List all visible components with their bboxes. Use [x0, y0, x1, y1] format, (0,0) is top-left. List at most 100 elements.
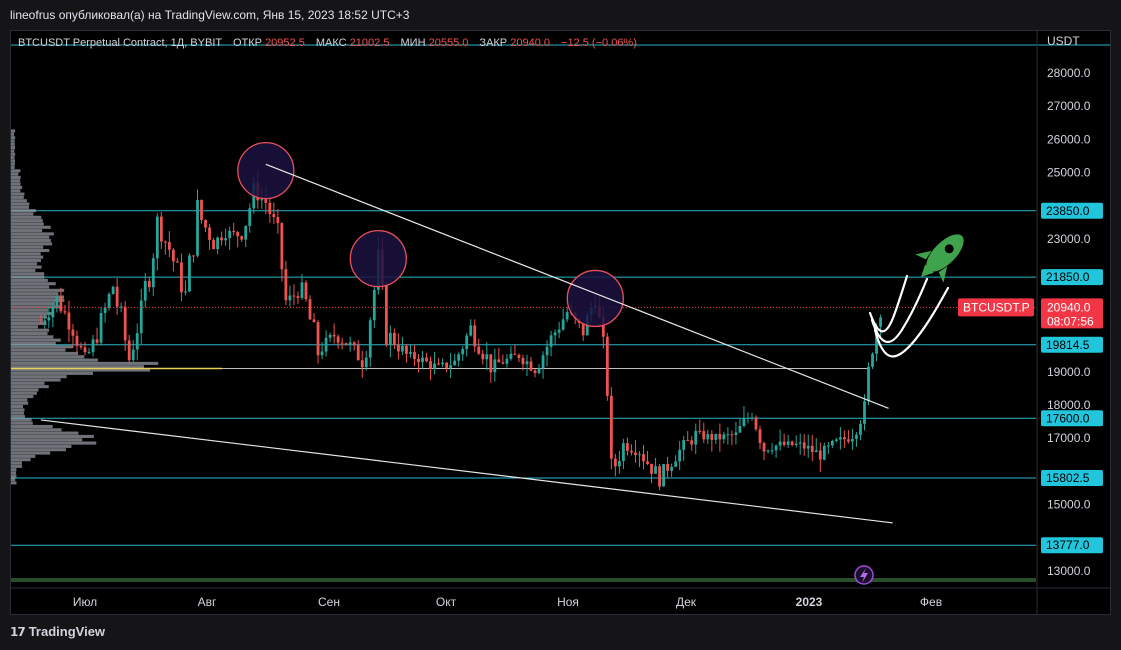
- profile-bin: [11, 212, 34, 216]
- profile-bin: [11, 375, 67, 379]
- candle-body: [634, 452, 637, 456]
- candle-body: [718, 433, 722, 440]
- candle-body: [790, 441, 794, 445]
- candle-body: [421, 357, 424, 363]
- lightning-icon[interactable]: [854, 565, 874, 585]
- profile-bin: [11, 288, 65, 292]
- candle-body: [159, 216, 163, 242]
- candle-body: [738, 426, 742, 433]
- profile-bin: [11, 331, 48, 336]
- candle-body: [553, 332, 557, 336]
- candle-body: [601, 317, 605, 337]
- candle-body: [425, 357, 428, 362]
- profile-bin: [11, 295, 64, 299]
- candle-body: [397, 344, 400, 352]
- profile-bin: [11, 341, 56, 346]
- trendline-0[interactable]: [265, 163, 889, 409]
- profile-bin: [11, 232, 54, 236]
- profile-bin: [11, 179, 21, 183]
- candle-body: [855, 434, 858, 439]
- candle-body: [537, 368, 541, 374]
- candle-body: [714, 433, 718, 440]
- candle-body: [810, 445, 814, 453]
- profile-bin: [11, 444, 72, 448]
- candle-body: [670, 466, 674, 471]
- candle-body: [248, 208, 252, 226]
- profile-bin: [11, 209, 36, 213]
- candle-body: [630, 450, 633, 453]
- candle-body: [750, 417, 754, 419]
- candle-body: [461, 349, 465, 355]
- last-price-badge: [1041, 298, 1103, 329]
- profile-bin: [11, 424, 53, 429]
- profile-bin: [11, 411, 24, 415]
- profile-bin: [11, 418, 32, 422]
- candle-body: [91, 339, 95, 353]
- candle-body: [798, 442, 802, 444]
- profile-bin: [11, 268, 36, 272]
- profile-bin: [11, 318, 44, 322]
- candle-body: [220, 237, 224, 241]
- profile-bin: [11, 361, 159, 365]
- candle-body: [549, 335, 553, 347]
- candle-body: [609, 395, 613, 459]
- profile-bin: [11, 405, 24, 409]
- candle-body: [83, 347, 87, 353]
- candle-body: [581, 323, 585, 336]
- candle-body: [43, 320, 47, 323]
- candle-body: [658, 466, 661, 487]
- candle-body: [384, 284, 388, 346]
- candle-body: [135, 333, 139, 350]
- profile-bin: [11, 308, 48, 312]
- profile-bin: [11, 385, 49, 389]
- price-tick-label: 27000.0: [1047, 99, 1091, 113]
- candle-body: [875, 326, 878, 354]
- candle-body: [758, 429, 762, 443]
- candle-body: [163, 241, 167, 243]
- candle-body: [654, 466, 657, 474]
- profile-bin: [11, 265, 42, 269]
- candle-body: [762, 442, 766, 452]
- candle-body: [702, 431, 706, 440]
- candle-body: [171, 249, 175, 262]
- profile-bin: [11, 215, 42, 219]
- level-badge-label: 19814.5: [1046, 338, 1090, 352]
- candle-body: [642, 454, 645, 462]
- candle-body: [429, 361, 432, 369]
- profile-bin: [11, 132, 15, 136]
- candle-body: [726, 434, 730, 436]
- candle-body: [605, 336, 609, 396]
- candle-body: [646, 461, 649, 464]
- profile-bin: [11, 152, 16, 156]
- swoosh-drawing: [868, 274, 950, 358]
- time-tick-label: Сен: [318, 595, 340, 609]
- candle-body: [119, 306, 123, 308]
- candle-body: [525, 361, 529, 365]
- profile-bin: [11, 165, 15, 170]
- candle-body: [212, 239, 215, 250]
- profile-bin: [11, 239, 51, 243]
- trendline-1[interactable]: [40, 419, 893, 524]
- profile-bin: [11, 149, 15, 153]
- last-price-label: 20940.0: [1047, 300, 1091, 314]
- candle-body: [208, 227, 211, 240]
- profile-bin: [11, 252, 41, 256]
- candle-body: [67, 312, 71, 330]
- time-tick-label: Фев: [920, 595, 942, 609]
- profile-bin: [11, 481, 17, 485]
- candle-body: [95, 339, 99, 343]
- level-badge-3: [1041, 410, 1103, 427]
- symbol-badge-label: BTCUSDT.P: [963, 300, 1030, 314]
- profile-bin: [11, 438, 83, 442]
- candle-body: [392, 332, 396, 345]
- profile-bin: [11, 368, 151, 372]
- footer-brand[interactable]: 𝟭𝟳 TradingView: [10, 624, 105, 639]
- candle-body: [814, 450, 818, 453]
- candle-body: [139, 300, 143, 334]
- profile-bin: [11, 272, 45, 276]
- profile-bin: [11, 225, 51, 229]
- candle-body: [328, 334, 332, 338]
- candle-body: [847, 439, 850, 442]
- profile-bin: [11, 142, 15, 146]
